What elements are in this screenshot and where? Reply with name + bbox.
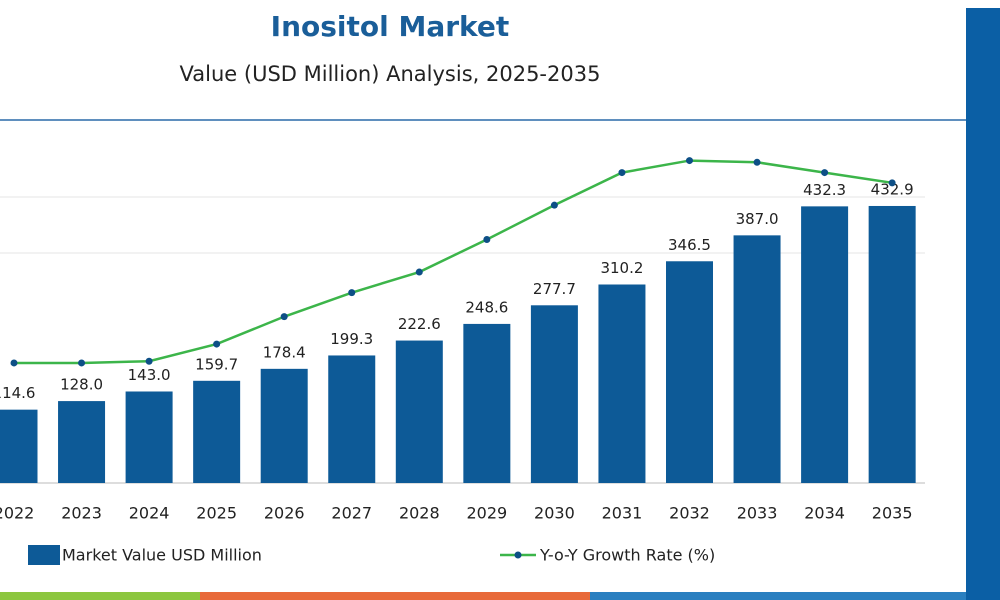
- bar: [598, 284, 646, 483]
- x-tick-label: 2034: [804, 504, 845, 523]
- bar: [193, 380, 241, 483]
- bar: [530, 305, 578, 483]
- legend-swatch: [28, 545, 60, 565]
- x-tick-label: 2025: [196, 504, 237, 523]
- data-label: 159.7: [195, 355, 238, 373]
- bar: [58, 401, 106, 483]
- data-label: 346.5: [668, 236, 711, 254]
- footer-strip: [590, 592, 966, 600]
- data-label: 114.6: [0, 384, 35, 402]
- footer-strip: [0, 592, 200, 600]
- bar: [801, 206, 849, 483]
- bar: [0, 409, 38, 483]
- growth-point: [78, 359, 86, 367]
- data-label: 432.3: [803, 181, 846, 199]
- x-tick-label: 2033: [737, 504, 778, 523]
- growth-point: [415, 268, 423, 276]
- bar: [125, 391, 173, 483]
- data-label: 143.0: [128, 366, 171, 384]
- growth-point: [550, 201, 558, 209]
- chart-subtitle: Value (USD Million) Analysis, 2025-2035: [180, 62, 601, 86]
- growth-line: [14, 159, 893, 365]
- growth-point: [280, 313, 288, 321]
- x-tick-label: 2031: [602, 504, 643, 523]
- data-label: 128.0: [60, 376, 103, 394]
- growth-point: [888, 179, 896, 187]
- legend-label: Market Value USD Million: [62, 546, 262, 565]
- data-label: 432.9: [871, 180, 914, 198]
- x-tick-label: 2035: [872, 504, 913, 523]
- x-tick-label: 2028: [399, 504, 440, 523]
- bar: [260, 368, 308, 483]
- bar: [666, 261, 713, 483]
- data-label: 387.0: [736, 210, 779, 228]
- data-label: 277.7: [533, 280, 576, 298]
- bar: [395, 340, 443, 483]
- data-label: 199.3: [330, 330, 373, 348]
- x-tick-label: 2026: [264, 504, 305, 523]
- data-label: 310.2: [600, 259, 643, 277]
- x-tick-label: 2024: [129, 504, 170, 523]
- bar: [733, 235, 781, 483]
- data-label: 178.4: [263, 343, 306, 361]
- data-label: 222.6: [398, 315, 441, 333]
- x-tick-label: 2023: [61, 504, 102, 523]
- data-label: 248.6: [465, 298, 508, 316]
- x-tick-label: 2030: [534, 504, 575, 523]
- growth-point: [618, 169, 626, 177]
- growth-point: [686, 157, 693, 165]
- growth-point: [821, 169, 829, 177]
- legend-label: Y-o-Y Growth Rate (%): [539, 546, 715, 565]
- side-panel: [966, 8, 1000, 600]
- bar: [463, 323, 511, 483]
- growth-point: [348, 289, 356, 297]
- footer-strip: [200, 592, 590, 600]
- legend-dot: [514, 551, 522, 559]
- x-tick-label: 2027: [331, 504, 372, 523]
- chart-title: Inositol Market: [271, 10, 510, 43]
- growth-point: [10, 359, 18, 367]
- growth-point: [145, 357, 153, 365]
- growth-point: [483, 235, 491, 243]
- bar: [328, 355, 376, 483]
- x-tick-label: 2032: [669, 504, 710, 523]
- bar: [868, 205, 916, 483]
- growth-point: [213, 340, 221, 348]
- growth-point: [753, 158, 761, 166]
- x-tick-label: 2022: [0, 504, 34, 523]
- x-tick-label: 2029: [466, 504, 507, 523]
